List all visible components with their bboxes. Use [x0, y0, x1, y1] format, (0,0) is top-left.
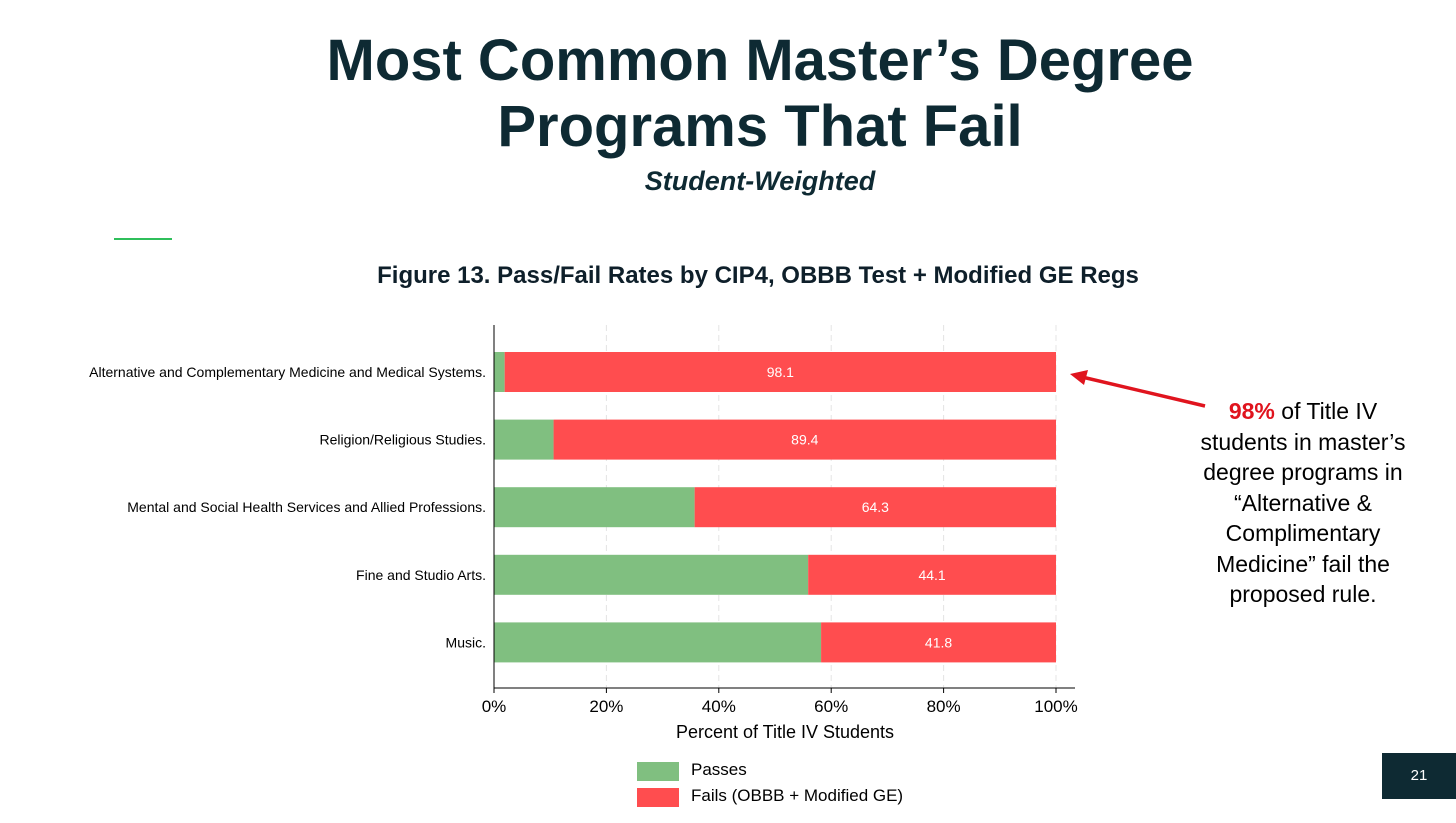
bar-fails	[808, 554, 1056, 595]
chart-title: Figure 13. Pass/Fail Rates by CIP4, OBBB…	[377, 262, 1139, 289]
legend-label: Fails (OBBB + Modified GE)	[691, 786, 903, 805]
data-label: 44.1	[918, 567, 945, 583]
category-label: Music.	[446, 634, 486, 650]
data-label: 64.3	[862, 499, 889, 515]
slide-subtitle: Student-Weighted	[644, 166, 876, 196]
arrow-head	[1070, 370, 1088, 385]
bar-passes	[494, 554, 809, 595]
data-label: 89.4	[791, 432, 818, 448]
x-tick-label: 0%	[482, 697, 507, 716]
bar-passes	[494, 352, 505, 392]
bar-passes	[494, 419, 554, 460]
bar-fails	[553, 419, 1056, 460]
page-number: 21	[1382, 753, 1456, 799]
arrow-shaft	[1081, 375, 1206, 408]
callout-highlight: 98%	[1228, 398, 1275, 424]
slide-title: Most Common Master’s Degree Programs Tha…	[0, 28, 1456, 160]
legend-swatch	[637, 762, 679, 781]
x-tick-label: 20%	[589, 697, 623, 716]
category-label: Fine and Studio Arts.	[356, 567, 486, 583]
bar-fails	[504, 352, 1057, 392]
x-tick-label: 100%	[1034, 697, 1077, 716]
x-tick-label: 40%	[702, 697, 736, 716]
accent-divider	[114, 238, 172, 240]
x-axis-title: Percent of Title IV Students	[676, 722, 894, 742]
callout-annotation: 98% of Title IV students in master’s deg…	[1196, 396, 1410, 610]
slide-title-line-2: Programs That Fail	[497, 94, 1023, 159]
bar-passes	[494, 487, 695, 528]
bar-passes	[494, 622, 822, 663]
data-label: 41.8	[925, 634, 952, 650]
bar-fails	[694, 487, 1056, 528]
legend-swatch	[637, 788, 679, 807]
callout-text: of Title IV students in master’s degree …	[1200, 398, 1406, 607]
category-label: Mental and Social Health Services and Al…	[127, 499, 486, 515]
data-label: 98.1	[767, 364, 794, 380]
category-label: Alternative and Complementary Medicine a…	[89, 364, 486, 380]
bar-fails	[821, 622, 1056, 663]
x-tick-label: 60%	[814, 697, 848, 716]
slide-title-line-1: Most Common Master’s Degree	[326, 28, 1194, 93]
legend-label: Passes	[691, 760, 747, 779]
x-tick-label: 80%	[927, 697, 961, 716]
category-label: Religion/Religious Studies.	[319, 432, 486, 448]
